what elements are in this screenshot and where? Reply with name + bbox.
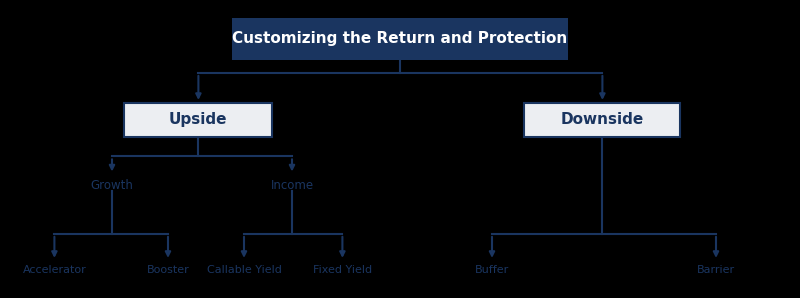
Text: Customizing the Return and Protection: Customizing the Return and Protection	[232, 31, 568, 46]
Text: Barrier: Barrier	[697, 265, 735, 275]
Text: Downside: Downside	[560, 112, 644, 128]
Text: Growth: Growth	[90, 179, 134, 192]
Text: Booster: Booster	[146, 265, 190, 275]
Text: Accelerator: Accelerator	[22, 265, 86, 275]
Text: Callable Yield: Callable Yield	[206, 265, 282, 275]
Text: Fixed Yield: Fixed Yield	[313, 265, 372, 275]
FancyBboxPatch shape	[524, 103, 680, 137]
Text: Income: Income	[270, 179, 314, 192]
Text: Buffer: Buffer	[475, 265, 509, 275]
Text: Upside: Upside	[169, 112, 227, 128]
FancyBboxPatch shape	[232, 18, 568, 60]
FancyBboxPatch shape	[124, 103, 272, 137]
